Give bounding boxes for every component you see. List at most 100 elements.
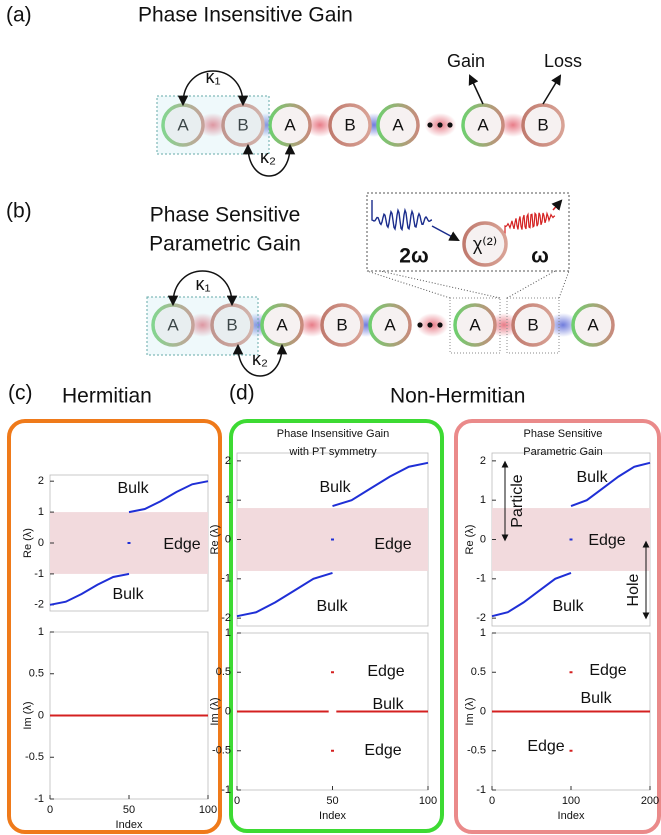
ellipsis-dot bbox=[417, 322, 423, 328]
annotation: Bulk bbox=[552, 598, 584, 615]
site-label: B bbox=[237, 115, 248, 134]
bulk-band bbox=[236, 571, 333, 618]
y-tick-label: 0 bbox=[38, 537, 44, 549]
hopping-arc bbox=[177, 70, 249, 107]
diagram-title: Parametric Gain bbox=[149, 233, 301, 256]
coupling-glow bbox=[197, 113, 229, 137]
y-axis-label: Re (λ) bbox=[209, 525, 221, 555]
x-axis-label: Index bbox=[558, 810, 585, 822]
annotation: Bulk bbox=[580, 690, 612, 707]
diagram-title: Phase Sensitive bbox=[150, 204, 301, 227]
site-label: A bbox=[384, 315, 396, 334]
y-tick-label: 0.5 bbox=[471, 666, 486, 678]
y-axis-label: Re (λ) bbox=[464, 525, 476, 555]
bulk-band bbox=[128, 480, 209, 514]
y-axis-label: Im (λ) bbox=[464, 697, 476, 725]
annotation: Edge bbox=[588, 532, 625, 549]
site-label: A bbox=[477, 115, 489, 134]
x-axis-label: Index bbox=[116, 819, 143, 831]
hopping-arc bbox=[232, 343, 288, 377]
resonator bbox=[320, 303, 364, 347]
coupling-glow bbox=[296, 313, 328, 337]
y-tick-label: -0.5 bbox=[212, 745, 231, 757]
hopping-arc bbox=[242, 143, 296, 177]
bulk-band bbox=[570, 461, 651, 508]
x-tick-label: 200 bbox=[641, 795, 659, 807]
y-tick-label: -2 bbox=[476, 612, 486, 624]
y-tick-label: -1 bbox=[221, 784, 231, 796]
y-axis-label: Re (λ) bbox=[22, 528, 34, 558]
diagram-title: Phase Insensitive Gain bbox=[138, 4, 353, 27]
signal-arrow bbox=[551, 199, 563, 211]
y-tick-label: 0 bbox=[225, 533, 231, 545]
annotation: Edge bbox=[374, 536, 411, 553]
resonator bbox=[461, 103, 505, 147]
panel-title: Hermitian bbox=[62, 385, 152, 408]
panel-label: (c) bbox=[8, 382, 33, 405]
resonator bbox=[376, 103, 420, 147]
annotation: Edge bbox=[364, 742, 401, 759]
annotation: Edge bbox=[367, 663, 404, 680]
site-label: A bbox=[167, 315, 179, 334]
y-axis-label: Im (λ) bbox=[209, 697, 221, 725]
y-tick-label: -1 bbox=[476, 784, 486, 796]
y-tick-label: 0 bbox=[225, 705, 231, 717]
nonlinear-resonator bbox=[462, 221, 508, 267]
bulk-band bbox=[491, 571, 572, 618]
annotation: Edge bbox=[527, 738, 564, 755]
unit-cell bbox=[146, 296, 259, 356]
ellipsis-dot bbox=[437, 322, 443, 328]
panel-frame bbox=[7, 419, 222, 834]
annotation: Edge bbox=[589, 662, 626, 679]
y-tick-label: 1 bbox=[225, 627, 231, 639]
y-tick-label: 1 bbox=[480, 627, 486, 639]
kappa-label: κ₂ bbox=[260, 147, 276, 167]
kappa-label: κ₁ bbox=[195, 274, 210, 294]
y-tick-label: 0.5 bbox=[29, 668, 44, 680]
site-label: A bbox=[469, 315, 481, 334]
ellipsis-dot bbox=[427, 122, 433, 128]
x-tick-label: 100 bbox=[419, 795, 437, 807]
site-label: B bbox=[527, 315, 538, 334]
pump-wave bbox=[371, 200, 433, 232]
x-tick-label: 100 bbox=[199, 804, 217, 816]
plot-title: Phase Insensitive Gain bbox=[277, 428, 390, 440]
y-tick-label: 2 bbox=[225, 455, 231, 467]
resonator bbox=[571, 303, 615, 347]
site-label: A bbox=[276, 315, 288, 334]
y-tick-label: 0.5 bbox=[216, 666, 231, 678]
gain-label: Gain bbox=[447, 51, 485, 71]
site-box bbox=[449, 297, 501, 354]
plot-title: with PT symmetry bbox=[288, 446, 377, 458]
zoom-line bbox=[506, 270, 556, 299]
coupling-glow bbox=[497, 113, 529, 137]
y-tick-label: 0 bbox=[480, 705, 486, 717]
y-tick-label: 0 bbox=[480, 533, 486, 545]
zoom-line bbox=[379, 270, 501, 299]
y-tick-label: -1 bbox=[221, 573, 231, 585]
site-label: B bbox=[226, 315, 237, 334]
panel-label: (b) bbox=[6, 200, 32, 223]
site-label: A bbox=[284, 115, 296, 134]
annotation: Hole bbox=[625, 573, 642, 606]
site-label: A bbox=[392, 115, 404, 134]
ellipsis-dot bbox=[447, 122, 453, 128]
coupling-glow bbox=[186, 313, 219, 337]
zoom-line bbox=[558, 270, 570, 299]
y-tick-label: -2 bbox=[34, 599, 44, 611]
site-label: B bbox=[344, 115, 355, 134]
y-tick-label: 2 bbox=[480, 455, 486, 467]
plot-title: Phase Sensitive bbox=[524, 428, 603, 440]
ellipsis-dot bbox=[437, 122, 443, 128]
annotation: Bulk bbox=[319, 479, 351, 496]
loss-arrow bbox=[542, 74, 562, 105]
annotation: Bulk bbox=[112, 586, 144, 603]
y-tick-label: -0.5 bbox=[25, 751, 44, 763]
kappa-label: κ₂ bbox=[252, 349, 268, 369]
y-tick-label: 1 bbox=[480, 494, 486, 506]
zoom-line bbox=[366, 270, 451, 299]
y-tick-label: 1 bbox=[225, 494, 231, 506]
resonator bbox=[453, 303, 497, 347]
site-label: A bbox=[177, 115, 189, 134]
